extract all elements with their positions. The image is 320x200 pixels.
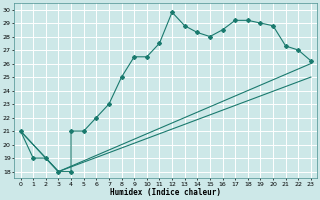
X-axis label: Humidex (Indice chaleur): Humidex (Indice chaleur) <box>110 188 221 197</box>
